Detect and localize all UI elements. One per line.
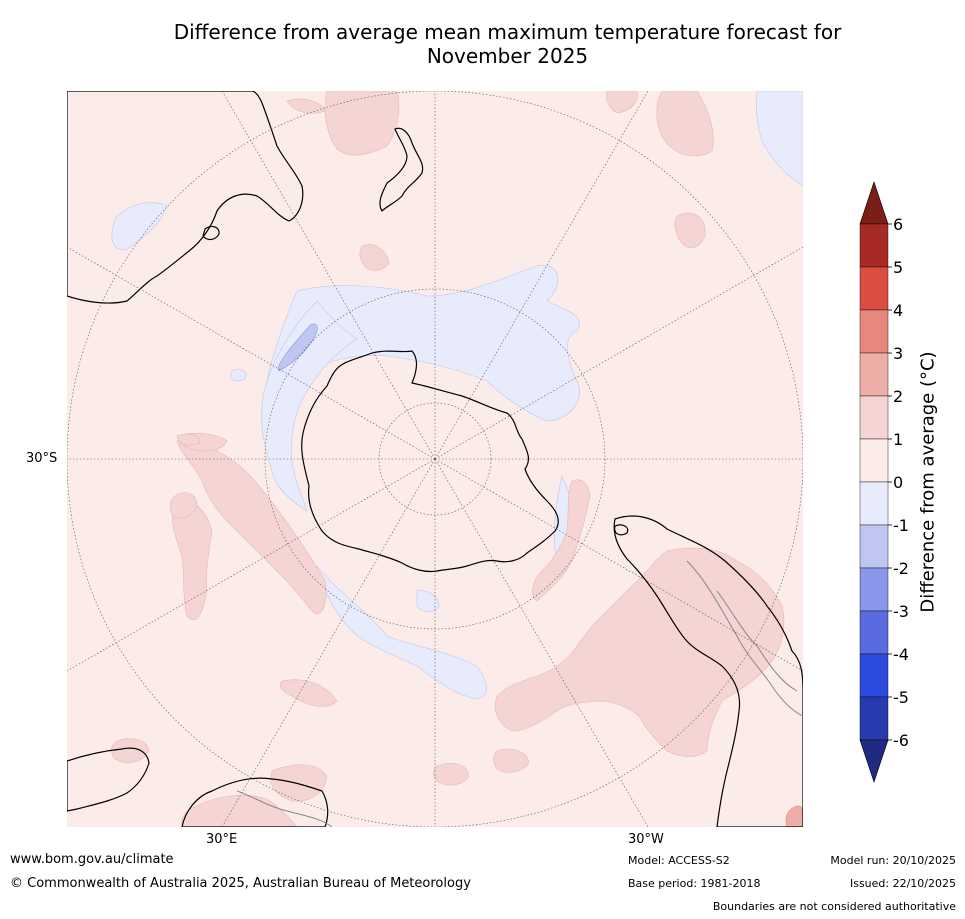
colorbar-bin <box>859 567 889 612</box>
footer-base-period: Base period: 1981-2018 <box>628 877 761 890</box>
anomaly-region-warm-indian-2 <box>172 499 213 621</box>
colorbar-tick-label: -4 <box>893 645 909 664</box>
anomaly-region-cool-south-atlantic <box>316 565 487 700</box>
colorbar-tick-label: 4 <box>893 301 903 320</box>
colorbar-extend-under <box>859 739 889 783</box>
anomaly-region-warm-pacific-3 <box>674 213 706 248</box>
colorbar-bin <box>859 610 889 655</box>
anomaly-region-warm-pacific-1 <box>656 91 714 157</box>
anomaly-region-cool-pacific-ne <box>755 91 803 187</box>
coastlines <box>67 91 803 827</box>
colorbar-tick-label: 5 <box>893 258 903 277</box>
footer-model-run: Model run: 20/10/2025 <box>830 854 956 867</box>
anomaly-region-warm-nz-north <box>286 98 326 114</box>
map-title-line-1: Difference from average mean maximum tem… <box>173 20 842 44</box>
graticule-meridian-60e <box>67 458 436 672</box>
graticule-lat-50s <box>264 288 606 630</box>
colorbar: 6 5 4 3 2 1 0 -1 -2 -3 -4 -5 -6 <box>859 181 909 783</box>
coastline-falklands <box>614 524 629 536</box>
boundaries <box>236 560 803 827</box>
lat-label-30s: 30°S <box>26 451 58 466</box>
colorbar-tick-label: 6 <box>893 215 903 234</box>
graticule-meridian-120w <box>434 246 803 460</box>
colorbar-bin <box>859 266 889 311</box>
coastline-new-zealand <box>379 127 424 212</box>
coastline-south-america <box>613 515 803 827</box>
colorbar-bin <box>859 438 889 483</box>
anomaly-region-cool-small-2 <box>230 368 247 382</box>
anomaly-region-warm-corner <box>785 805 803 827</box>
colorbar-tick-label: -5 <box>893 688 909 707</box>
graticule-meridian-120e <box>67 246 436 460</box>
graticule <box>67 91 803 827</box>
footer-disclaimer: Boundaries are not considered authoritat… <box>712 900 956 913</box>
colorbar-tick-label: -6 <box>893 731 909 750</box>
lon-label-30e: 30°E <box>206 832 238 847</box>
anomaly-region-warm-atlantic-s <box>493 748 530 773</box>
colorbar-tick-label: -1 <box>893 516 909 535</box>
anomaly-region-cool-small-1 <box>416 590 440 612</box>
colorbar-bin <box>859 653 889 698</box>
map-title-line-2: November 2025 <box>426 44 589 68</box>
anomaly-region-warm-indian-5 <box>176 433 200 446</box>
colorbar-tick-label: 3 <box>893 344 903 363</box>
coastline-tasmania <box>202 225 220 241</box>
anomaly-region-warm-indian-1 <box>176 438 327 614</box>
anomaly-region-warm-atlantic-e <box>433 763 470 786</box>
anomaly-region-cool-patch <box>278 323 318 372</box>
footer-website[interactable]: www.bom.gov.au/climate <box>10 852 174 867</box>
anomaly-region-warm-africa-coast <box>111 738 150 764</box>
colorbar-bin <box>859 696 889 741</box>
colorbar-title: Difference from average (°C) <box>917 351 939 613</box>
anomaly-region-cool-indian-ocean-arc <box>261 300 358 512</box>
colorbar-tick-label: 0 <box>893 473 903 492</box>
graticule-meridian-30e <box>221 458 436 827</box>
colorbar-tick-label: -3 <box>893 602 909 621</box>
coastline-antarctica <box>301 350 559 573</box>
footer-model: Model: ACCESS-S2 <box>628 854 730 867</box>
anomaly-region-warm-pacific-2 <box>606 91 638 114</box>
coastline-africa <box>67 747 150 812</box>
boundary-africa <box>236 790 333 827</box>
anomaly-region-warm-indian-3 <box>169 492 198 519</box>
anomaly-region-cool-tasman <box>111 202 168 250</box>
anomaly-region-warm-south-america-1 <box>494 547 785 758</box>
boundary-south-america <box>686 560 803 717</box>
anomaly-region-warm-africa-south <box>181 794 298 827</box>
footer-copyright: © Commonwealth of Australia 2025, Austra… <box>10 876 471 891</box>
colorbar-bin <box>859 481 889 526</box>
colorbar-bin <box>859 395 889 440</box>
anomaly-region-warm-tasman <box>324 91 400 156</box>
graticule-meridian-150w <box>434 91 649 460</box>
coastline-australia <box>67 91 304 304</box>
colorbar-bin <box>859 223 889 268</box>
anomaly-region-warm-south-america-2 <box>532 479 590 602</box>
anomaly-region-warm-africa-s <box>279 679 338 707</box>
colorbar-bin <box>859 524 889 569</box>
polar-map <box>67 91 803 827</box>
colorbar-extend-over <box>859 181 889 225</box>
coastline-madagascar <box>181 777 329 827</box>
colorbar-tick-label: -2 <box>893 559 909 578</box>
lon-label-30w: 30°W <box>628 832 664 847</box>
boundary-south-america-2 <box>716 590 798 692</box>
graticule-meridian-60w <box>434 458 803 672</box>
map-title: Difference from average mean maximum tem… <box>0 20 965 68</box>
colorbar-bin <box>859 352 889 397</box>
colorbar-bin <box>859 309 889 354</box>
graticule-meridian-30w <box>434 458 649 827</box>
graticule-meridian-150e <box>221 91 436 460</box>
colorbar-tick-label: 1 <box>893 430 903 449</box>
footer-issued: Issued: 22/10/2025 <box>849 877 956 890</box>
colorbar-tick-label: 2 <box>893 387 903 406</box>
anomaly-region-warm-pacific-4 <box>359 244 390 271</box>
